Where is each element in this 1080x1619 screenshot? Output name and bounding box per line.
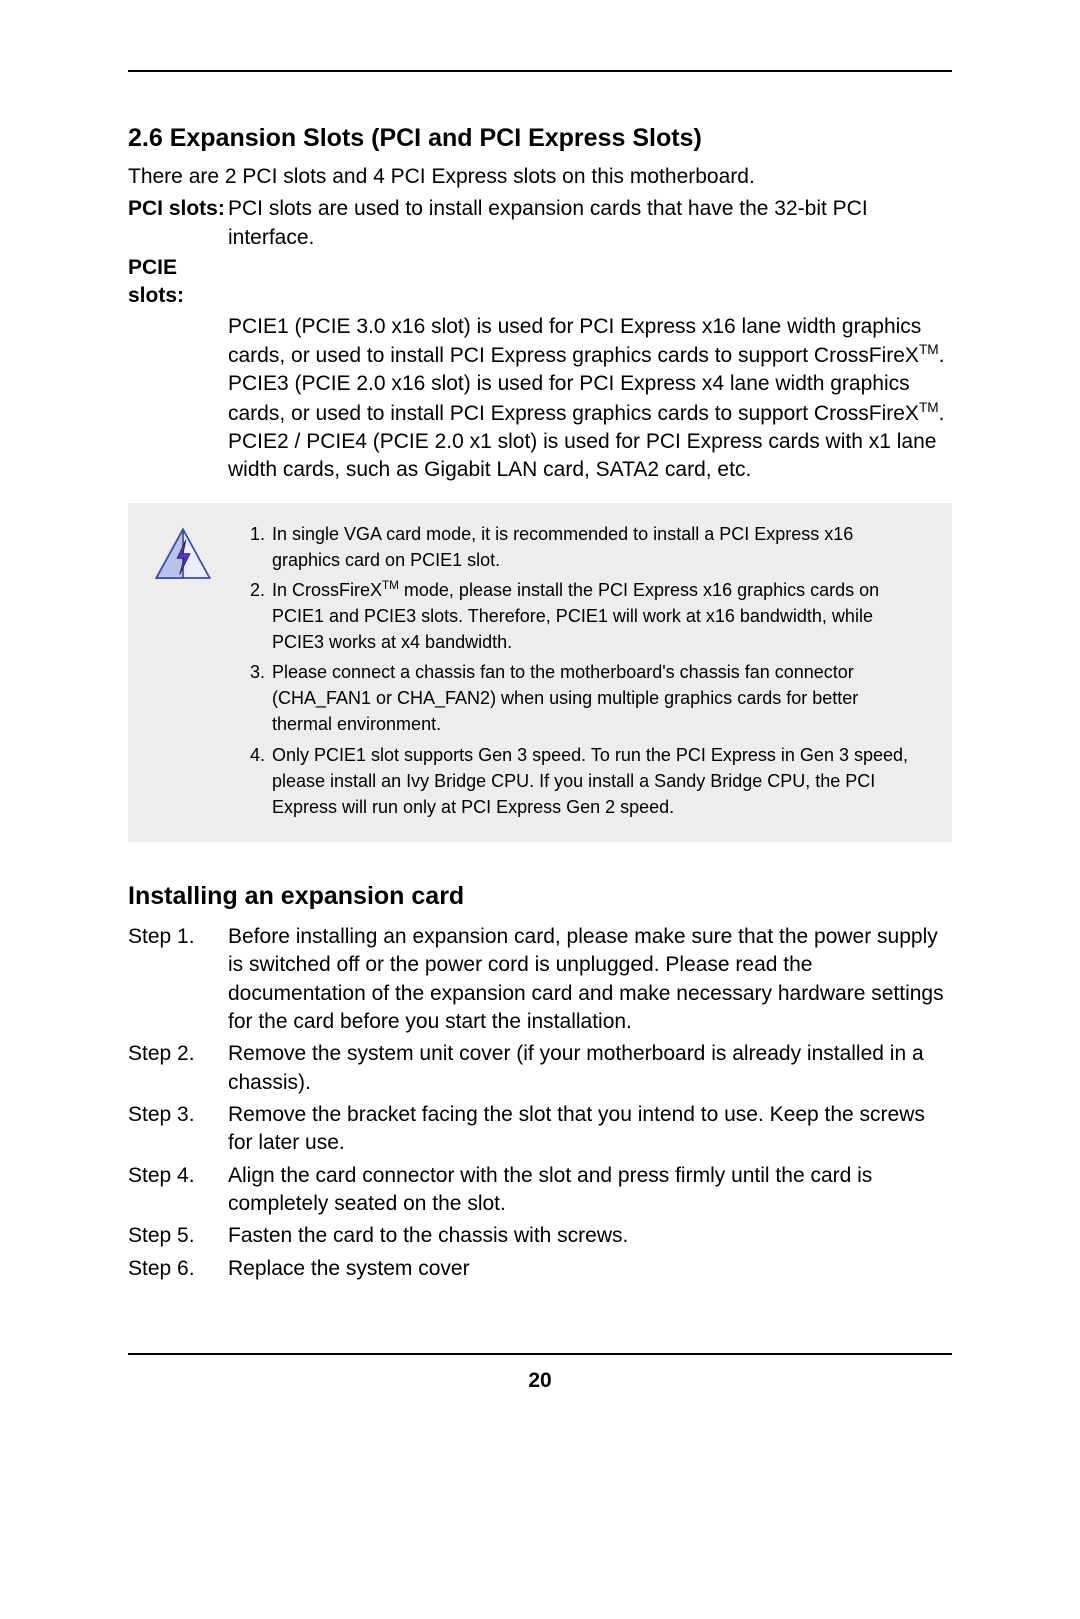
top-horizontal-rule xyxy=(128,70,952,72)
install-heading: Installing an expansion card xyxy=(128,882,952,911)
step-row: Step 2. Remove the system unit cover (if… xyxy=(128,1040,952,1097)
lightning-warning-icon xyxy=(138,521,228,824)
step-label: Step 3. xyxy=(128,1101,228,1158)
step-body: Replace the system cover xyxy=(228,1255,952,1283)
pcie3-text-b: . xyxy=(939,402,945,425)
step-label: Step 5. xyxy=(128,1222,228,1250)
step-body: Remove the system unit cover (if your mo… xyxy=(228,1040,952,1097)
step-label: Step 2. xyxy=(128,1040,228,1097)
step-label: Step 4. xyxy=(128,1162,228,1219)
trademark-symbol: TM xyxy=(382,579,399,592)
step-body: Fasten the card to the chassis with scre… xyxy=(228,1222,952,1250)
bottom-horizontal-rule xyxy=(128,1353,952,1355)
pcie-slots-label: PCIE slots: xyxy=(128,254,228,311)
pcie1-text-b: . xyxy=(939,344,945,367)
notice-item: In single VGA card mode, it is recommend… xyxy=(270,521,922,573)
notice-item: Please connect a chassis fan to the moth… xyxy=(270,659,922,737)
trademark-symbol: TM xyxy=(919,400,939,415)
section-heading: 2.6 Expansion Slots (PCI and PCI Express… xyxy=(128,124,952,153)
pci-slots-body: PCI slots are used to install expansion … xyxy=(228,195,952,252)
step-body: Align the card connector with the slot a… xyxy=(228,1162,952,1219)
pci-slots-definition: PCI slots: PCI slots are used to install… xyxy=(128,195,952,252)
step-row: Step 6. Replace the system cover xyxy=(128,1255,952,1283)
pcie3-description: PCIE3 (PCIE 2.0 x16 slot) is used for PC… xyxy=(228,370,952,428)
notice-list: In single VGA card mode, it is recommend… xyxy=(228,521,922,824)
notice-item: Only PCIE1 slot supports Gen 3 speed. To… xyxy=(270,742,922,820)
pcie1-description: PCIE1 (PCIE 3.0 x16 slot) is used for PC… xyxy=(228,313,952,371)
notice-2a: In CrossFireX xyxy=(272,580,382,600)
step-row: Step 3. Remove the bracket facing the sl… xyxy=(128,1101,952,1158)
pcie-slots-definition: PCIE slots: xyxy=(128,254,952,311)
pci-slots-label: PCI slots: xyxy=(128,195,228,252)
step-body: Remove the bracket facing the slot that … xyxy=(228,1101,952,1158)
pcie2-4-description: PCIE2 / PCIE4 (PCIE 2.0 x1 slot) is used… xyxy=(228,428,952,485)
notice-item: In CrossFireXTM mode, please install the… xyxy=(270,577,922,655)
page-number: 20 xyxy=(128,1369,952,1393)
step-label: Step 1. xyxy=(128,923,228,1036)
step-label: Step 6. xyxy=(128,1255,228,1283)
trademark-symbol: TM xyxy=(919,342,939,357)
intro-text: There are 2 PCI slots and 4 PCI Express … xyxy=(128,163,952,191)
step-row: Step 5. Fasten the card to the chassis w… xyxy=(128,1222,952,1250)
step-body: Before installing an expansion card, ple… xyxy=(228,923,952,1036)
step-row: Step 4. Align the card connector with th… xyxy=(128,1162,952,1219)
manual-page: 2.6 Expansion Slots (PCI and PCI Express… xyxy=(0,0,1080,1443)
pcie1-text-a: PCIE1 (PCIE 3.0 x16 slot) is used for PC… xyxy=(228,315,921,367)
pcie3-text-a: PCIE3 (PCIE 2.0 x16 slot) is used for PC… xyxy=(228,372,919,424)
step-row: Step 1. Before installing an expansion c… xyxy=(128,923,952,1036)
notice-callout: In single VGA card mode, it is recommend… xyxy=(128,503,952,842)
